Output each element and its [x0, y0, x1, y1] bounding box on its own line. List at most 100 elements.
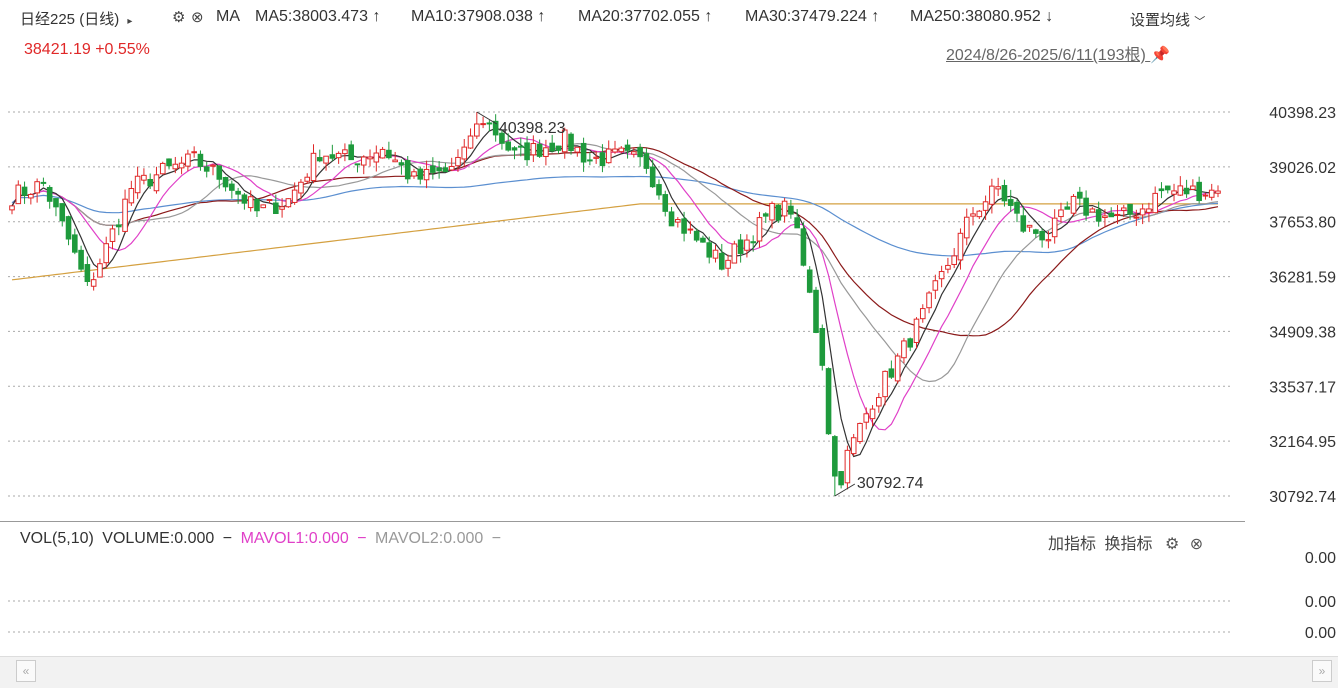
candle-up [1089, 208, 1096, 213]
candle-up [631, 151, 637, 155]
ma5-label: MA5:38003.473 [255, 8, 368, 25]
play-icon[interactable]: ▸ [127, 16, 133, 27]
candle-down [398, 162, 405, 166]
chart-header: 日经225 (日线) ▸ ⚙ ⊗ MA MA5:38003.473 ↑ MA10… [0, 0, 1338, 70]
candle-up [185, 153, 191, 167]
candle-up [963, 216, 970, 239]
ma20-value: MA20:37702.055 ↑ [578, 8, 712, 26]
ma250-line [11, 203, 1218, 281]
candle-up [298, 181, 304, 194]
candle-down [1127, 203, 1133, 215]
candle-up [530, 143, 537, 156]
candle-down [656, 184, 662, 196]
gear-icon[interactable]: ⚙ [1164, 536, 1180, 553]
candle-up [153, 174, 160, 192]
ma10-label: MA10:37908.038 [411, 8, 533, 25]
candle-up [1133, 216, 1140, 219]
candle-up [543, 147, 549, 157]
vol-tick-label: 0.00 [1305, 625, 1336, 642]
y-tick-label: 30792.74 [1269, 489, 1336, 506]
candle-down [806, 269, 813, 293]
candle-up [1120, 207, 1127, 211]
candle-up [304, 176, 311, 182]
candle-up [34, 181, 40, 194]
candle-down [762, 213, 769, 217]
candle-down [838, 471, 844, 486]
candle-down [819, 328, 826, 366]
set-ma-button[interactable]: 设置均线 ﹀ [1130, 9, 1205, 30]
candle-down [788, 205, 794, 215]
candle-up [285, 198, 292, 208]
volume-legend: VOL(5,10) VOLUME:0.000 − MAVOL1:0.000 − … [20, 530, 505, 548]
up-arrow-icon: ↑ [537, 8, 546, 25]
candle-down [825, 368, 832, 435]
candle-up [423, 168, 430, 181]
ma250-label: MA250:38080.952 [910, 8, 1041, 25]
close-icon[interactable]: ⊗ [1189, 536, 1204, 553]
candle-up [976, 210, 983, 218]
scroll-right-button[interactable]: » [1312, 660, 1332, 682]
close-icon[interactable]: ⊗ [191, 9, 204, 26]
ma-label: MA [216, 8, 240, 25]
date-range[interactable]: 2024/8/26-2025/6/11(193根) 📌 [946, 41, 1170, 65]
candle-up [266, 199, 273, 202]
switch-indicator-button[interactable]: 换指标 [1104, 536, 1153, 553]
candle-up [957, 232, 964, 261]
candle-down [166, 158, 172, 167]
vol-tick-label: 0.00 [1305, 594, 1336, 611]
low-pointer [834, 483, 856, 497]
panel-divider [0, 521, 1245, 522]
gear-icon[interactable]: ⚙ [172, 9, 186, 26]
candle-up [863, 413, 870, 423]
ma30-label: MA30:37479.224 [745, 8, 867, 25]
high-label: 40398.23 [499, 120, 566, 137]
candle-down [1095, 209, 1102, 222]
candle-up [574, 146, 581, 153]
candle-up [850, 437, 857, 455]
candle-up [159, 162, 166, 175]
candle-up [342, 149, 348, 155]
candle-up [210, 164, 216, 167]
candle-up [894, 355, 901, 382]
y-tick-label: 39026.02 [1269, 160, 1336, 177]
candle-down [524, 142, 530, 161]
candle-up [1208, 189, 1215, 198]
candle-down [511, 147, 518, 151]
up-arrow-icon: ↑ [704, 8, 713, 25]
candle-down [700, 237, 706, 243]
candle-down [888, 368, 895, 378]
candle-down [254, 198, 260, 212]
candle-down [693, 230, 700, 241]
add-indicator-button[interactable]: 加指标 [1048, 536, 1097, 553]
candle-up [756, 217, 763, 242]
vol-label: VOL(5,10) [20, 530, 94, 547]
ma5-value: MA5:38003.473 ↑ [255, 8, 380, 26]
candle-down [65, 216, 72, 240]
mavol2-value: MAVOL2:0.000 [375, 530, 484, 547]
pin-icon[interactable]: 📌 [1150, 47, 1171, 64]
candle-up [134, 175, 141, 194]
candle-up [1026, 224, 1033, 228]
down-arrow-icon: ↓ [1045, 8, 1054, 25]
candle-down [794, 217, 800, 229]
index-title[interactable]: 日经225 (日线) [20, 11, 120, 28]
candle-up [675, 219, 681, 223]
scroll-left-button[interactable]: « [16, 660, 36, 682]
ma30-line [11, 146, 1219, 337]
candle-up [1146, 208, 1152, 213]
date-range-label: 2024/8/26-2025/6/11(193根) [946, 47, 1146, 64]
candle-up [970, 213, 976, 217]
candle-down [668, 211, 675, 227]
candle-down [486, 122, 493, 125]
candle-up [1058, 209, 1064, 218]
candle-up [945, 264, 951, 270]
candle-up [474, 123, 480, 137]
candle-up [1190, 185, 1196, 190]
mavol1-value: MAVOL1:0.000 [240, 530, 349, 547]
candle-up [1215, 190, 1221, 194]
candle-up [15, 184, 22, 205]
candle-up [1102, 215, 1108, 218]
ma20-label: MA20:37702.055 [578, 8, 700, 25]
candle-down [800, 228, 807, 266]
